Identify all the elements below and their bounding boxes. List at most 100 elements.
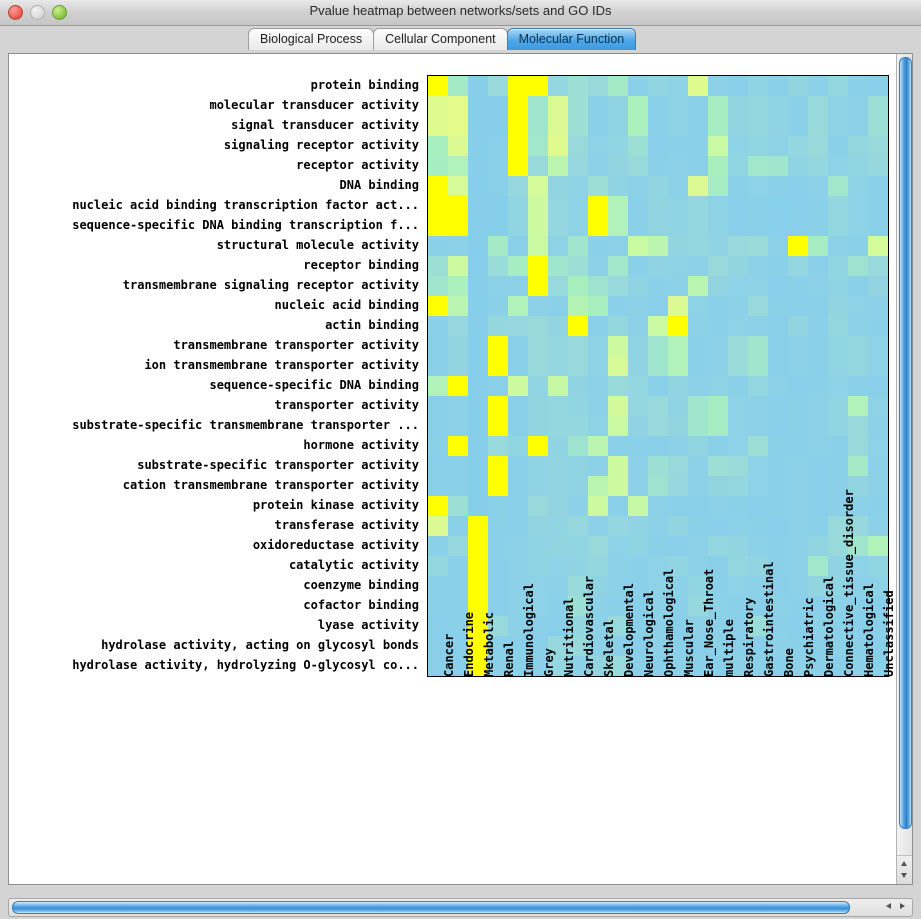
heatmap-cell[interactable] <box>488 156 508 176</box>
heatmap-cell[interactable] <box>748 356 768 376</box>
heatmap-cell[interactable] <box>628 436 648 456</box>
heatmap-cell[interactable] <box>748 76 768 96</box>
heatmap-cell[interactable] <box>728 296 748 316</box>
heatmap-cell[interactable] <box>548 616 568 636</box>
heatmap-cell[interactable] <box>788 216 808 236</box>
heatmap-cell[interactable] <box>508 256 528 276</box>
vertical-scrollbar[interactable] <box>896 54 912 884</box>
heatmap-cell[interactable] <box>448 296 468 316</box>
heatmap-cell[interactable] <box>468 516 488 536</box>
heatmap-cell[interactable] <box>428 536 448 556</box>
heatmap-cell[interactable] <box>868 416 888 436</box>
heatmap-cell[interactable] <box>708 156 728 176</box>
heatmap-cell[interactable] <box>588 476 608 496</box>
heatmap-cell[interactable] <box>648 116 668 136</box>
heatmap-cell[interactable] <box>868 656 888 676</box>
heatmap-cell[interactable] <box>748 136 768 156</box>
heatmap-cell[interactable] <box>708 76 728 96</box>
heatmap-cell[interactable] <box>828 76 848 96</box>
heatmap-cell[interactable] <box>608 116 628 136</box>
heatmap-cell[interactable] <box>768 176 788 196</box>
heatmap-cell[interactable] <box>628 76 648 96</box>
heatmap-cell[interactable] <box>688 516 708 536</box>
heatmap-cell[interactable] <box>668 516 688 536</box>
heatmap-cell[interactable] <box>688 116 708 136</box>
heatmap-cell[interactable] <box>708 316 728 336</box>
heatmap-cell[interactable] <box>848 536 868 556</box>
heatmap-cell[interactable] <box>788 616 808 636</box>
heatmap-cell[interactable] <box>648 196 668 216</box>
heatmap-cell[interactable] <box>688 456 708 476</box>
heatmap-cell[interactable] <box>568 396 588 416</box>
heatmap-cell[interactable] <box>848 76 868 96</box>
heatmap-cell[interactable] <box>548 456 568 476</box>
heatmap-cell[interactable] <box>688 396 708 416</box>
heatmap-cell[interactable] <box>748 656 768 676</box>
heatmap-cell[interactable] <box>748 536 768 556</box>
zoom-icon[interactable] <box>52 5 67 20</box>
heatmap-cell[interactable] <box>568 536 588 556</box>
heatmap-cell[interactable] <box>728 396 748 416</box>
heatmap-cell[interactable] <box>548 556 568 576</box>
heatmap-cell[interactable] <box>788 376 808 396</box>
heatmap-cell[interactable] <box>768 196 788 216</box>
heatmap-cell[interactable] <box>748 296 768 316</box>
heatmap-cell[interactable] <box>548 496 568 516</box>
heatmap-cell[interactable] <box>728 496 748 516</box>
heatmap-cell[interactable] <box>748 316 768 336</box>
heatmap-cell[interactable] <box>508 136 528 156</box>
heatmap-cell[interactable] <box>788 476 808 496</box>
heatmap-cell[interactable] <box>768 96 788 116</box>
heatmap-cell[interactable] <box>468 196 488 216</box>
heatmap-cell[interactable] <box>808 496 828 516</box>
heatmap-cell[interactable] <box>828 516 848 536</box>
heatmap-cell[interactable] <box>848 576 868 596</box>
heatmap-cell[interactable] <box>828 96 848 116</box>
heatmap-cell[interactable] <box>588 136 608 156</box>
heatmap-cell[interactable] <box>848 336 868 356</box>
heatmap-cell[interactable] <box>828 296 848 316</box>
heatmap-cell[interactable] <box>588 356 608 376</box>
heatmap-cell[interactable] <box>768 156 788 176</box>
heatmap-cell[interactable] <box>508 156 528 176</box>
heatmap-cell[interactable] <box>808 76 828 96</box>
heatmap-cell[interactable] <box>568 156 588 176</box>
heatmap-cell[interactable] <box>728 336 748 356</box>
heatmap-cell[interactable] <box>528 396 548 416</box>
heatmap-cell[interactable] <box>848 656 868 676</box>
heatmap-cell[interactable] <box>508 356 528 376</box>
heatmap-cell[interactable] <box>848 396 868 416</box>
heatmap-cell[interactable] <box>568 296 588 316</box>
heatmap-cell[interactable] <box>468 396 488 416</box>
heatmap-cell[interactable] <box>428 196 448 216</box>
heatmap-cell[interactable] <box>508 116 528 136</box>
heatmap-cell[interactable] <box>728 96 748 116</box>
heatmap-cell[interactable] <box>488 216 508 236</box>
heatmap-cell[interactable] <box>728 456 748 476</box>
heatmap-cell[interactable] <box>808 376 828 396</box>
heatmap-cell[interactable] <box>648 636 668 656</box>
heatmap-cell[interactable] <box>728 556 748 576</box>
heatmap-cell[interactable] <box>828 396 848 416</box>
heatmap-cell[interactable] <box>468 176 488 196</box>
heatmap-cell[interactable] <box>548 596 568 616</box>
heatmap-cell[interactable] <box>748 616 768 636</box>
heatmap-cell[interactable] <box>828 176 848 196</box>
heatmap-cell[interactable] <box>788 516 808 536</box>
heatmap-cell[interactable] <box>428 136 448 156</box>
heatmap-cell[interactable] <box>768 616 788 636</box>
heatmap-cell[interactable] <box>428 396 448 416</box>
heatmap-cell[interactable] <box>608 336 628 356</box>
heatmap-cell[interactable] <box>708 356 728 376</box>
heatmap-cell[interactable] <box>688 316 708 336</box>
heatmap-cell[interactable] <box>868 576 888 596</box>
heatmap-cell[interactable] <box>668 336 688 356</box>
heatmap-cell[interactable] <box>508 396 528 416</box>
heatmap-cell[interactable] <box>428 296 448 316</box>
heatmap-cell[interactable] <box>608 76 628 96</box>
heatmap-cell[interactable] <box>668 156 688 176</box>
heatmap-cell[interactable] <box>468 256 488 276</box>
heatmap-cell[interactable] <box>448 176 468 196</box>
heatmap-cell[interactable] <box>568 356 588 376</box>
heatmap-cell[interactable] <box>828 536 848 556</box>
